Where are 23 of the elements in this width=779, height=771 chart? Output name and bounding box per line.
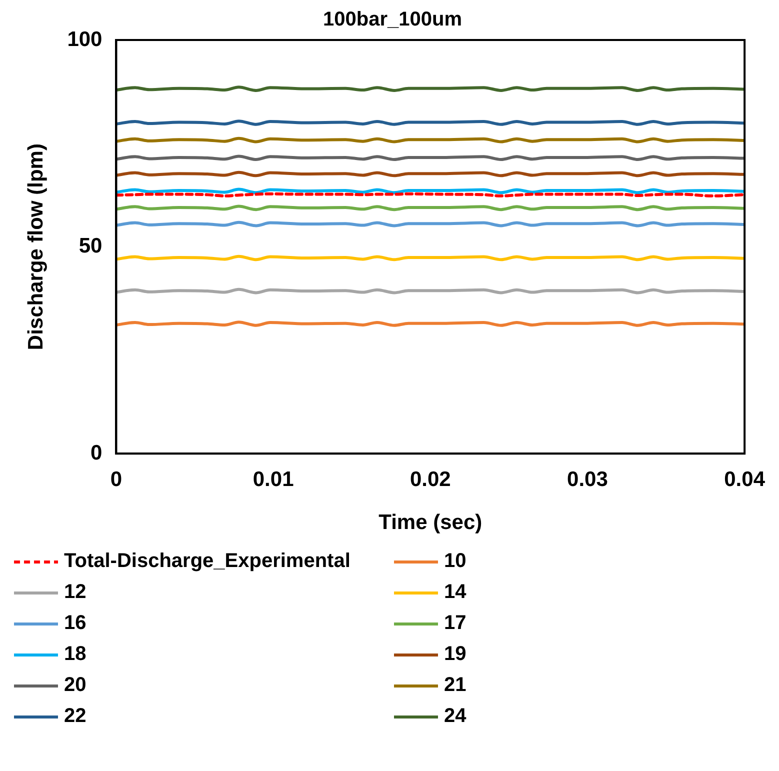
y-tick-label: 0 — [90, 441, 102, 464]
y-axis-title: Discharge flow (lpm) — [24, 144, 48, 350]
x-tick-label: 0.03 — [567, 468, 608, 491]
legend-label: 12 — [64, 581, 86, 604]
x-axis-title: Time (sec) — [378, 511, 482, 534]
legend-label: 10 — [444, 550, 466, 573]
y-tick-label: 50 — [78, 234, 102, 258]
legend-label: 24 — [444, 705, 466, 728]
legend-label: 21 — [444, 674, 466, 697]
legend-label: 19 — [444, 643, 466, 666]
legend-label: 14 — [444, 581, 466, 604]
x-tick-label: 0 — [110, 468, 122, 491]
x-tick-label: 0.04 — [724, 468, 766, 491]
y-tick-label: 100 — [67, 28, 102, 51]
chart-title: 100bar_100um — [323, 8, 462, 31]
legend-label: 20 — [64, 674, 86, 697]
legend-label: Total-Discharge_Experimental — [64, 550, 350, 573]
legend-label: 22 — [64, 705, 86, 728]
legend-label: 18 — [64, 643, 86, 666]
legend-label: 16 — [64, 612, 86, 635]
x-tick-label: 0.02 — [410, 468, 451, 491]
x-tick-label: 0.01 — [252, 468, 294, 491]
legend-label: 17 — [444, 612, 466, 635]
